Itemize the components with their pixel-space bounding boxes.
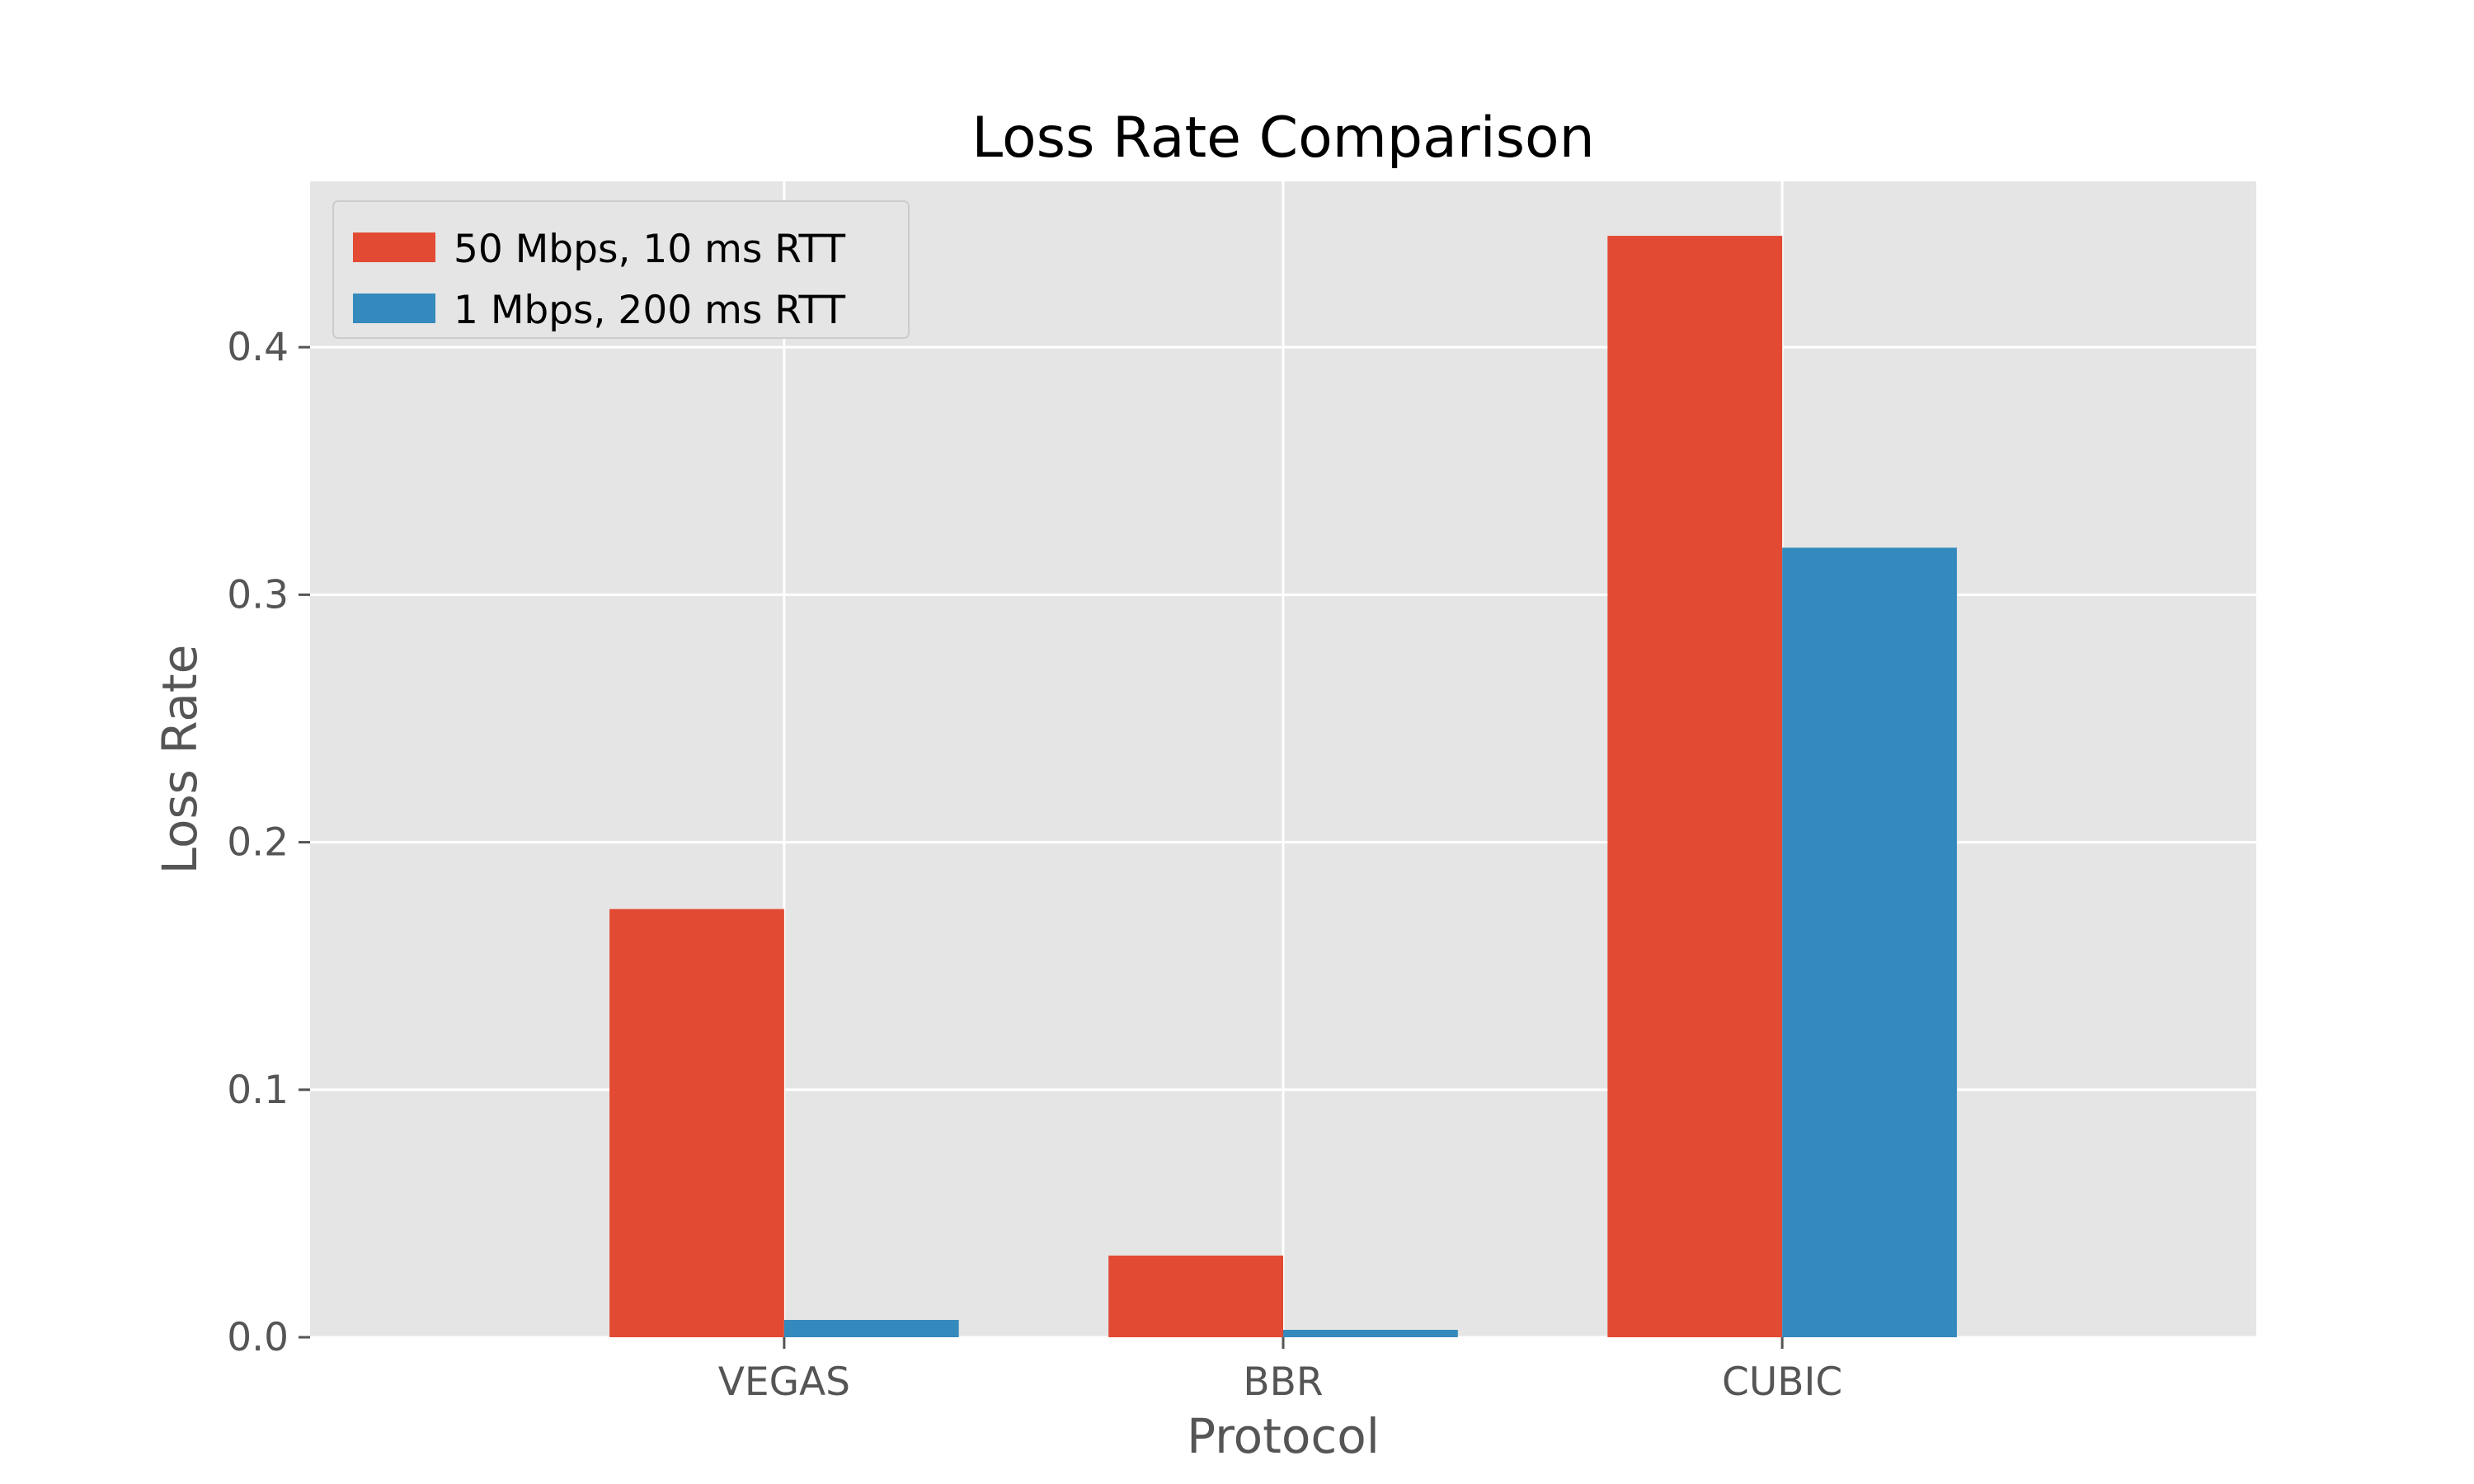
axis-ticks: 0.0 0.1 0.2 0.3 0.4 VEGAS BBR CUBIC: [227, 325, 1842, 1405]
bars: [609, 236, 1957, 1337]
y-tick-label: 0.1: [227, 1068, 289, 1113]
y-tick-label: 0.4: [227, 325, 289, 370]
legend-label-series-2: 1 Mbps, 200 ms RTT: [454, 288, 845, 333]
bar-vegas-series-2: [783, 1319, 959, 1337]
bar-bbr-series-2: [1283, 1329, 1458, 1337]
x-tick-label: CUBIC: [1722, 1360, 1842, 1405]
chart-title: Loss Rate Comparison: [971, 106, 1594, 171]
y-axis-label: Loss Rate: [152, 645, 208, 875]
bar-cubic-series-2: [1782, 547, 1957, 1337]
legend-label-series-1: 50 Mbps, 10 ms RTT: [454, 227, 845, 272]
legend-swatch-series-2: [353, 294, 435, 323]
x-tick-label: BBR: [1243, 1360, 1323, 1405]
legend-swatch-series-1: [353, 232, 435, 262]
legend: 50 Mbps, 10 ms RTT 1 Mbps, 200 ms RTT: [332, 200, 910, 339]
bar-cubic-series-1: [1607, 236, 1783, 1337]
y-tick-label: 0.2: [227, 820, 289, 866]
x-axis-label: Protocol: [1187, 1408, 1380, 1464]
y-tick-label: 0.3: [227, 572, 289, 618]
bar-vegas-series-1: [609, 909, 784, 1337]
y-tick-label: 0.0: [227, 1315, 289, 1360]
bar-bbr-series-1: [1108, 1255, 1283, 1337]
legend-frame: [332, 200, 910, 339]
x-tick-label: VEGAS: [718, 1360, 850, 1405]
